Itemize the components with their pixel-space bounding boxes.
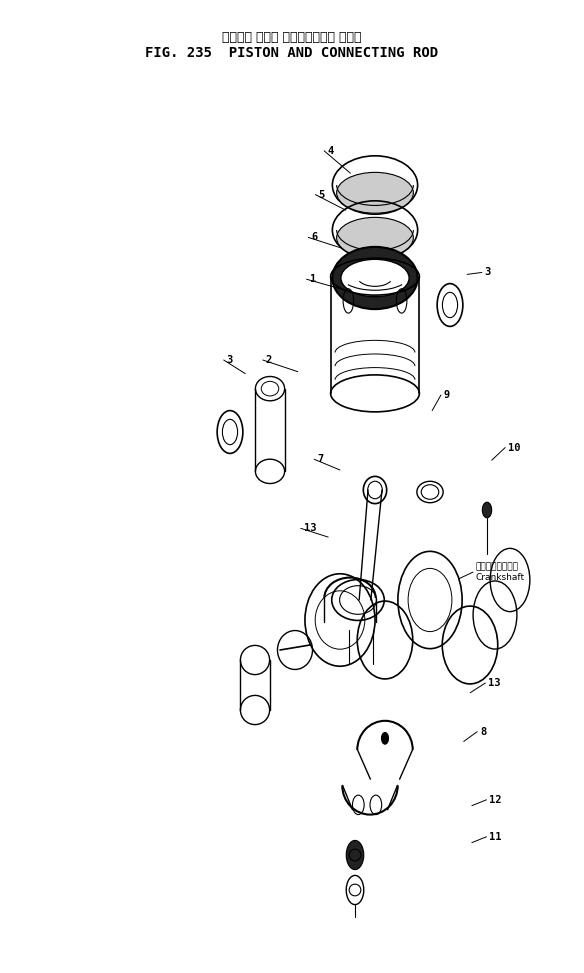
Text: FIG. 235  PISTON AND CONNECTING ROD: FIG. 235 PISTON AND CONNECTING ROD: [145, 46, 439, 59]
Text: 12: 12: [489, 795, 502, 805]
Text: 11: 11: [489, 832, 502, 842]
Ellipse shape: [332, 247, 418, 309]
Text: 2: 2: [266, 355, 272, 365]
Circle shape: [482, 502, 492, 518]
Text: 8: 8: [480, 727, 486, 737]
Text: 3: 3: [227, 355, 233, 365]
Text: 7: 7: [317, 454, 324, 464]
Circle shape: [346, 841, 364, 870]
Text: ピストン および コネクティング ロッド: ピストン および コネクティング ロッド: [223, 31, 361, 44]
Circle shape: [381, 733, 388, 744]
Text: 6: 6: [311, 233, 318, 242]
Text: 3: 3: [485, 268, 491, 277]
Text: 1: 1: [310, 274, 316, 284]
Text: 10: 10: [508, 443, 520, 452]
Ellipse shape: [336, 217, 413, 258]
Text: 5: 5: [318, 190, 325, 199]
Text: 9: 9: [444, 390, 450, 400]
Ellipse shape: [341, 260, 409, 297]
Circle shape: [443, 292, 458, 317]
Text: 13: 13: [488, 678, 500, 688]
Text: 4: 4: [327, 146, 333, 156]
Circle shape: [223, 419, 238, 445]
Ellipse shape: [336, 172, 413, 213]
Text: 13: 13: [304, 523, 316, 533]
Text: クランクシャフト
Crankshaft: クランクシャフト Crankshaft: [476, 562, 525, 582]
